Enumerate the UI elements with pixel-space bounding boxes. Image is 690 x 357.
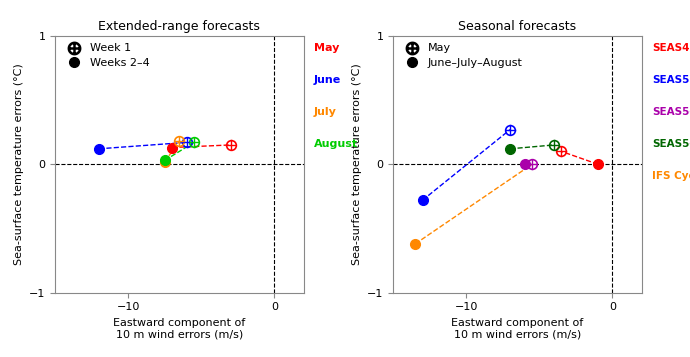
X-axis label: Eastward component of
10 m wind errors (m/s): Eastward component of 10 m wind errors (… — [113, 318, 246, 340]
Text: SEAS5: SEAS5 — [652, 75, 689, 85]
Text: SEAS4: SEAS4 — [652, 43, 689, 53]
Text: June: June — [314, 75, 341, 85]
Text: SEAS5-uncoupled: SEAS5-uncoupled — [652, 107, 690, 117]
Y-axis label: Sea-surface temperature errors (°C): Sea-surface temperature errors (°C) — [14, 63, 23, 265]
Legend: Week 1, Weeks 2–4: Week 1, Weeks 2–4 — [61, 41, 152, 70]
Text: SEAS5-SEAS4ic: SEAS5-SEAS4ic — [652, 139, 690, 149]
Y-axis label: Sea-surface temperature errors (°C): Sea-surface temperature errors (°C) — [352, 63, 362, 265]
Title: Extended-range forecasts: Extended-range forecasts — [99, 20, 260, 33]
Text: IFS Cycle 47r3: IFS Cycle 47r3 — [652, 171, 690, 181]
Text: May: May — [314, 43, 339, 53]
X-axis label: Eastward component of
10 m wind errors (m/s): Eastward component of 10 m wind errors (… — [451, 318, 584, 340]
Text: July: July — [314, 107, 337, 117]
Title: Seasonal forecasts: Seasonal forecasts — [458, 20, 577, 33]
Legend: May, June–July–August: May, June–July–August — [399, 41, 525, 70]
Text: August: August — [314, 139, 358, 149]
